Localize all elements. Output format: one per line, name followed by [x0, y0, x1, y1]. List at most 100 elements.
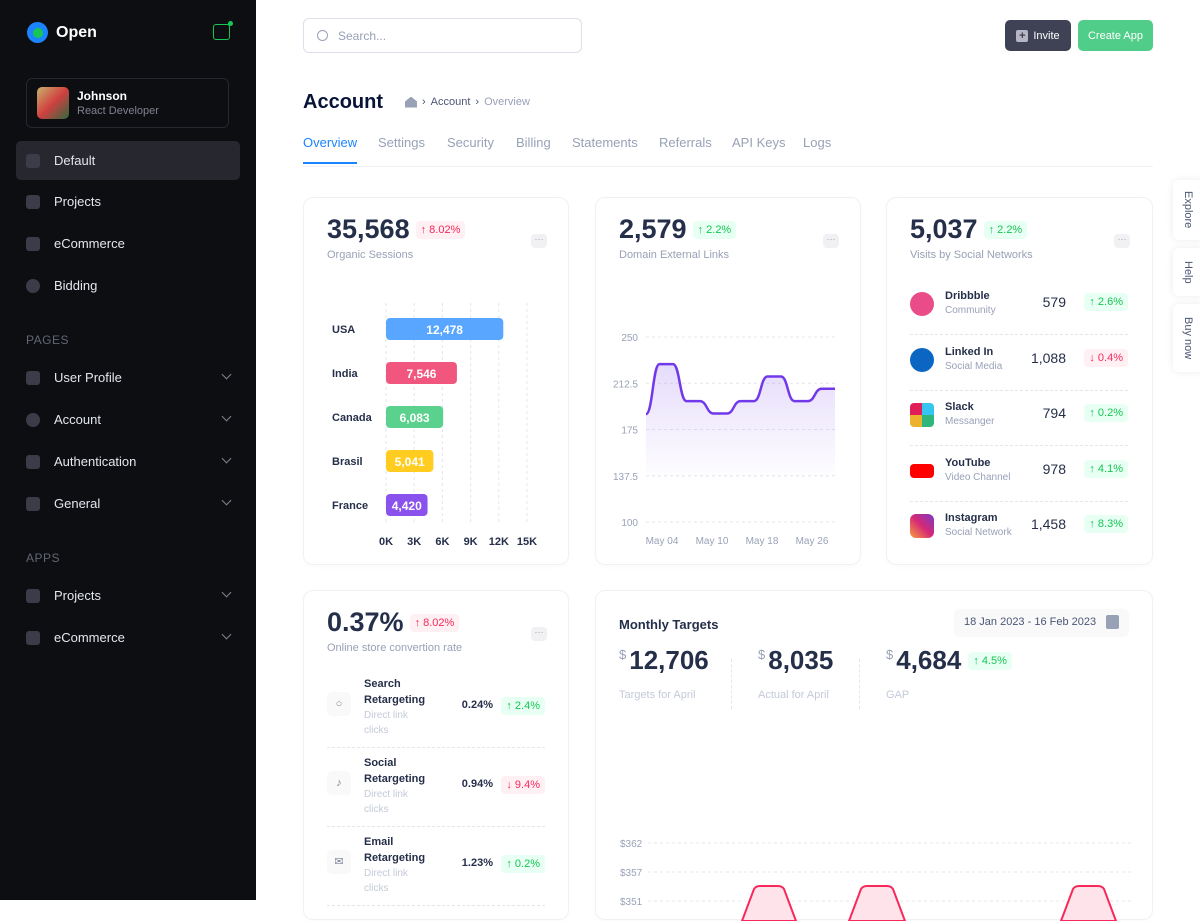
bar-value-label: 4,420	[392, 499, 422, 513]
change-badge: ↓ 9.4%	[501, 776, 545, 794]
instagram-icon	[910, 514, 934, 538]
currency: $	[619, 647, 627, 662]
date-range-picker[interactable]: 18 Jan 2023 - 16 Feb 2023	[954, 609, 1129, 637]
sidebar-item-general[interactable]: General	[16, 484, 240, 523]
pie-icon	[26, 412, 40, 427]
category-label: Canada	[332, 412, 373, 424]
x-tick-label: 9K	[464, 536, 478, 548]
sidebar-item-account[interactable]: Account	[16, 400, 240, 439]
y-tick-label: $351	[620, 897, 643, 908]
more-menu-button[interactable]: ···	[531, 234, 547, 248]
organic-change-badge: ↑ 8.02%	[415, 220, 466, 239]
links-change-badge: ↑ 2.2%	[692, 220, 737, 239]
sidebar-item-bidding[interactable]: Bidding	[16, 266, 240, 305]
help-tab[interactable]: Help	[1173, 248, 1200, 296]
user-card[interactable]: Johnson React Developer	[26, 78, 229, 128]
category-label: India	[332, 368, 359, 380]
gap-change-badge: ↑ 4.5%	[968, 651, 1012, 670]
conversion-value: 0.37%	[327, 607, 404, 637]
change-badge: ↑ 0.2%	[501, 855, 545, 873]
tab-overview[interactable]: Overview	[303, 135, 358, 164]
more-menu-button[interactable]: ···	[1114, 234, 1130, 248]
user-name: Johnson	[77, 89, 127, 103]
slack-icon	[910, 403, 934, 427]
social-sub: Community	[945, 305, 996, 316]
tab-referrals[interactable]: Referrals	[659, 135, 712, 150]
x-tick-label: May 18	[746, 536, 779, 547]
series-line	[644, 362, 835, 416]
tab-api-keys[interactable]: API Keys	[732, 135, 786, 150]
value: 8,035	[768, 645, 834, 675]
breadcrumb-sep: ›	[475, 96, 480, 108]
more-menu-button[interactable]: ···	[823, 234, 839, 248]
divider	[859, 659, 860, 709]
tab-billing[interactable]: Billing	[516, 135, 551, 150]
organic-label: Organic Sessions	[327, 249, 414, 261]
stats-icon[interactable]	[213, 21, 233, 40]
divider	[731, 659, 732, 709]
social-value: 1,458	[1030, 516, 1066, 532]
tab-statements[interactable]: Statements	[572, 135, 638, 150]
breadcrumb-account[interactable]: Account	[430, 96, 471, 108]
home-icon[interactable]	[405, 96, 417, 108]
conversion-item[interactable]: ✉ Email Retargeting Direct link clicks 1…	[327, 827, 545, 906]
sidebar-item-default[interactable]: Default	[16, 141, 240, 180]
social-item-linked-in[interactable]: Linked In Social Media 1,088 ↓ 0.4%	[910, 336, 1128, 391]
bar	[386, 450, 434, 472]
organic-bar-chart: 0K 3K 6K 9K 12K 15K USA 12,478 India 7,546 Canada 6…	[332, 303, 537, 548]
tab-logs[interactable]: Logs	[803, 135, 832, 150]
badge-text: 2.2%	[997, 223, 1023, 236]
section-pages: PAGES	[26, 333, 69, 347]
nav-label: Projects	[54, 194, 101, 209]
buy-now-tab[interactable]: Buy now	[1173, 304, 1200, 372]
explore-tab[interactable]: Explore	[1173, 180, 1200, 240]
area-fill	[646, 364, 835, 482]
create-app-button[interactable]: Create App	[1078, 20, 1153, 51]
sidebar-item-app-projects[interactable]: Projects	[16, 576, 240, 615]
tab-security[interactable]: Security	[447, 135, 494, 150]
sidebar-item-projects[interactable]: Projects	[16, 182, 240, 221]
person-icon	[26, 454, 40, 469]
change-badge: ↓ 0.4%	[1084, 348, 1128, 367]
social-value: 1,088	[1030, 349, 1066, 366]
social-item-youtube[interactable]: YouTube Video Channel 978 ↑ 4.1%	[910, 447, 1128, 502]
links-value: 2,579	[619, 214, 687, 244]
social-value: 794	[1042, 405, 1066, 421]
sidebar-item-authentication[interactable]: Authentication	[16, 442, 240, 481]
sidebar: Open Johnson React Developer Default Pro…	[0, 0, 256, 900]
badge-text: 4.5%	[981, 654, 1007, 667]
conversion-value-row: 0.37% ↑ 8.02%	[327, 607, 460, 638]
social-item-dribbble[interactable]: Dribbble Community 579 ↑ 2.6%	[910, 280, 1128, 335]
bar	[386, 406, 444, 428]
social-visits-card: 5,037 ↑ 2.2% Visits by Social Networks ··…	[886, 197, 1153, 565]
conversion-sub: Direct link clicks	[364, 868, 408, 894]
currency: $	[886, 647, 894, 662]
y-tick-label: $362	[620, 839, 643, 850]
badge-text: 4.1%	[1097, 462, 1123, 475]
badge-text: 0.2%	[514, 858, 540, 870]
bar	[740, 885, 798, 921]
social-item-instagram[interactable]: Instagram Social Network 1,458 ↑ 8.3%	[910, 502, 1128, 557]
links-value-row: 2,579 ↑ 2.2%	[619, 214, 737, 245]
value: 4,684	[896, 645, 962, 675]
tab-settings[interactable]: Settings	[378, 135, 425, 150]
more-menu-button[interactable]: ···	[531, 627, 547, 641]
sidebar-item-ecommerce[interactable]: eCommerce	[16, 224, 240, 263]
nav-label: Projects	[54, 588, 101, 603]
youtube-icon	[910, 463, 934, 478]
social-value: 5,037	[910, 214, 978, 244]
social-item-slack[interactable]: Slack Messanger 794 ↑ 0.2%	[910, 391, 1128, 446]
x-tick-label: May 26	[796, 536, 829, 547]
links-label: Domain External Links	[619, 249, 730, 261]
conversion-item[interactable]: ○ Search Retargeting Direct link clicks …	[327, 669, 545, 748]
bar-value-label: 6,083	[400, 411, 430, 425]
lifebuoy-icon	[26, 278, 40, 293]
sidebar-item-user-profile[interactable]: User Profile	[16, 358, 240, 397]
bar	[847, 885, 907, 921]
search-placeholder: Search...	[338, 28, 387, 43]
sidebar-item-app-ecommerce[interactable]: eCommerce	[16, 618, 240, 657]
invite-button[interactable]: + Invite	[1005, 20, 1071, 51]
brand-logo[interactable]: Open	[27, 22, 97, 43]
conversion-item[interactable]: ♪ Social Retargeting Direct link clicks …	[327, 748, 545, 827]
search-input[interactable]: Search...	[303, 18, 582, 53]
